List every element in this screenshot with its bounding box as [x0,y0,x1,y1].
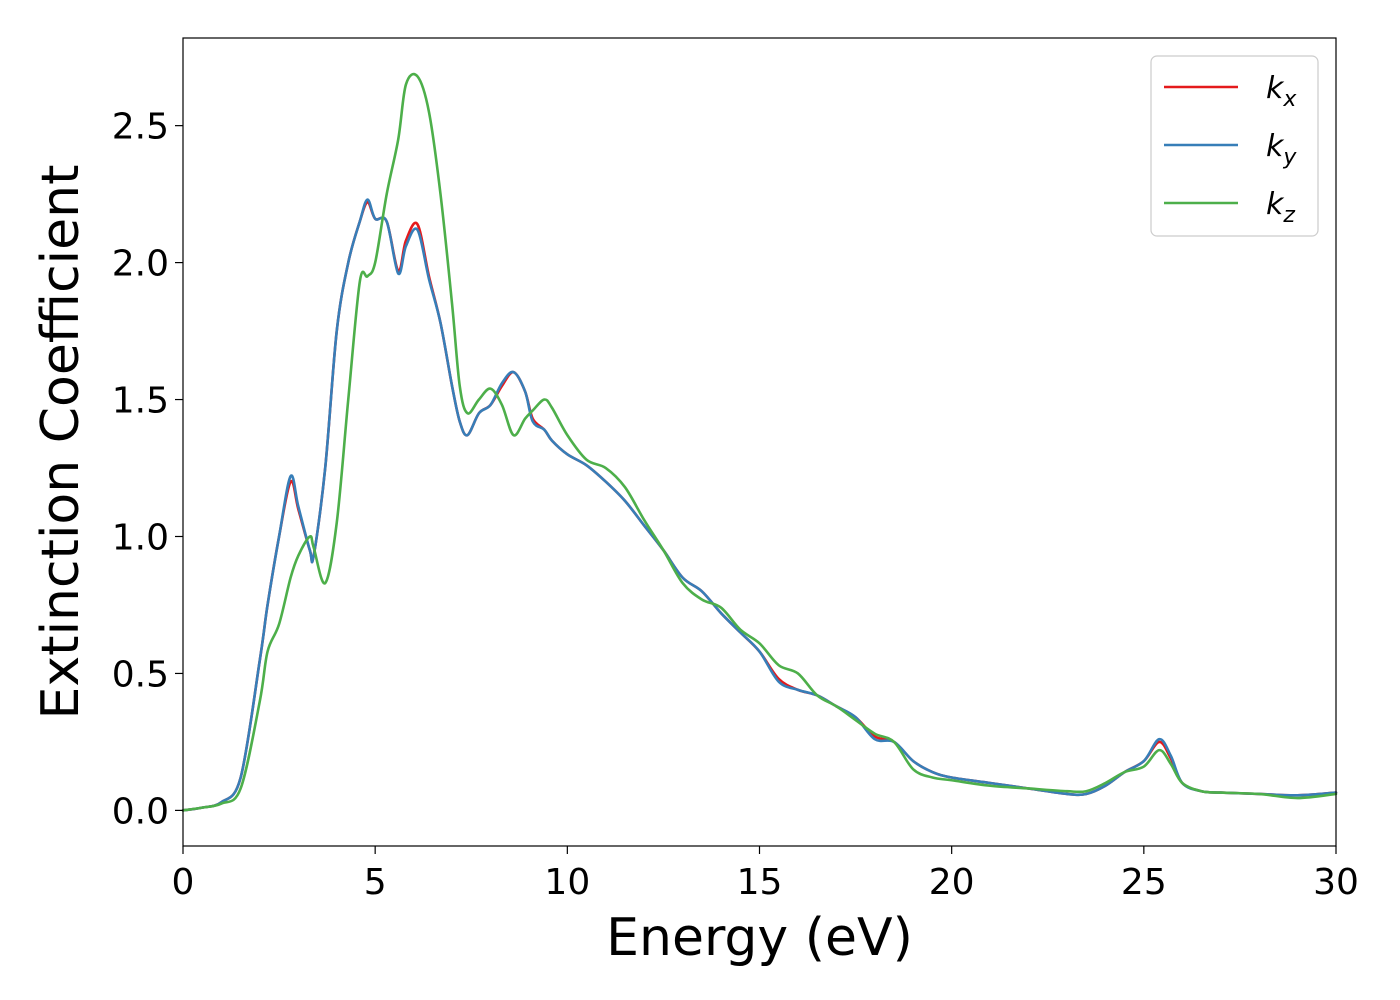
x-tick-label: 20 [929,862,975,903]
y-tick-label: 1.0 [112,517,169,558]
y-tick-label: 1.5 [112,381,169,422]
series-line-kz [181,72,1338,812]
x-tick-label: 30 [1313,862,1359,903]
legend-entry: ky [1164,129,1297,170]
x-tick-label: 5 [364,862,387,903]
legend-label: ky [1266,129,1297,170]
y-tick-label: 2.5 [112,107,169,148]
y-tick-label: 0.5 [112,654,169,695]
legend-entry: kz [1164,187,1295,228]
series-line-ky [181,198,1338,812]
y-axis: 0.0 0.5 1.0 1.5 2.0 2.5 [112,107,183,832]
x-tick-label: 0 [172,862,195,903]
x-tick-label: 25 [1121,862,1167,903]
x-tick-label: 15 [737,862,783,903]
series-layer [181,72,1338,812]
x-tick-label: 10 [544,862,590,903]
legend-label: kz [1266,187,1295,228]
legend: kx ky kz [1150,55,1319,237]
x-axis: 0 5 10 15 20 25 30 [172,846,1359,903]
legend-entry: kx [1164,71,1297,112]
x-axis-title: Energy (eV) [606,908,913,968]
y-tick-label: 2.0 [112,244,169,285]
y-tick-label: 0.0 [112,791,169,832]
legend-label: kx [1266,71,1297,112]
y-axis-title: Extinction Coefficient [31,165,91,720]
